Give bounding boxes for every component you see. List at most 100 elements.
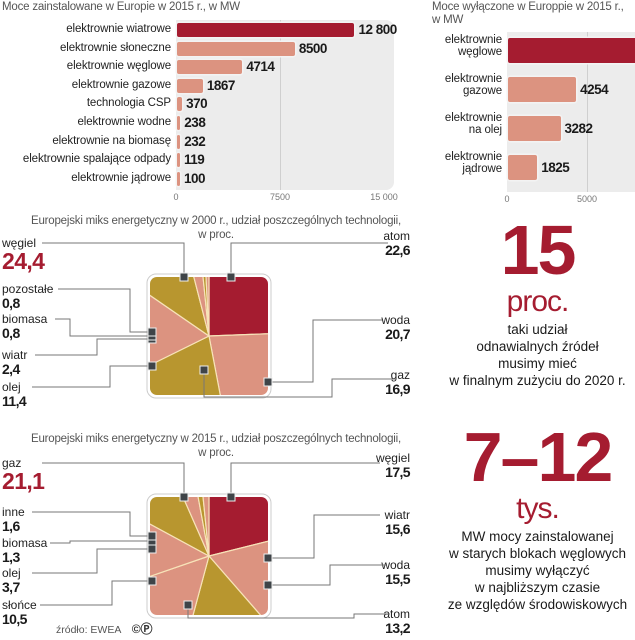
- pie-slice-olej: [150, 277, 210, 338]
- bar: [508, 155, 538, 180]
- slice-value: 1,6: [2, 518, 20, 534]
- fact-coal-shutdown: 7–12 tys. MW mocy zainstalowanej w stary…: [440, 422, 635, 613]
- slice-name: gaz: [2, 456, 21, 470]
- slice-value: 10,5: [2, 611, 28, 627]
- cc-p-icon: ©Ⓟ: [131, 622, 153, 636]
- slice-name: atom: [383, 607, 410, 621]
- leader-marker: [147, 361, 157, 371]
- bar: [177, 41, 295, 56]
- bar: [177, 171, 180, 186]
- decommissioned-capacity-bar-chart: 0500010 000elektrowniewęglowe8051elektro…: [400, 30, 635, 205]
- slice-value: 3,7: [2, 579, 20, 595]
- pie-slice-atom: [208, 330, 268, 395]
- x-tick-label: 5000: [576, 194, 598, 204]
- category-label: elektrownie węglowe: [66, 60, 171, 73]
- slice-value: 15,5: [385, 571, 411, 587]
- leader-marker: [226, 272, 236, 282]
- leader-line: [55, 318, 152, 337]
- pie-slice-woda: [150, 335, 232, 395]
- pie-slice-woda: [150, 555, 210, 615]
- slice-value: 17,5: [385, 464, 411, 480]
- slice-name: biomasa: [2, 312, 48, 326]
- pie2000-title-line2: w proc.: [198, 229, 234, 241]
- bar-value-label: 3282: [564, 120, 594, 136]
- fact1-line: odnawialnych źródeł: [476, 339, 599, 354]
- slice-value: 24,4: [2, 248, 45, 274]
- fact2-number: 7–12: [463, 418, 614, 496]
- fact1-number: 15: [500, 211, 577, 289]
- slice-name: biomasa: [2, 536, 48, 550]
- leader-marker: [147, 531, 157, 541]
- category-label: elektrownie na biomasę: [52, 134, 171, 147]
- pie2015-title-line2: w proc.: [198, 447, 234, 459]
- leader-marker: [179, 272, 189, 282]
- category-label-line: jądrowe: [462, 163, 502, 175]
- fact-renewables: 15 proc. taki udział odnawialnych źródeł…: [440, 215, 635, 389]
- slice-name: wiatr: [1, 348, 27, 362]
- slice-name: woda: [380, 313, 410, 327]
- x-tick-label: 7500: [269, 192, 291, 203]
- leader-line: [40, 580, 152, 606]
- pie-slice-inne: [196, 497, 210, 557]
- category-label-line: elektrownie: [444, 73, 502, 85]
- pie2015-title: Europejski miks energetyczny w 2015 r., …: [0, 432, 432, 460]
- bar: [177, 23, 355, 37]
- source-note: źródło: EWEA ©Ⓟ: [56, 620, 153, 637]
- category-label: elektrownie słoneczne: [59, 41, 171, 54]
- category-label-line: węglowe: [457, 46, 502, 58]
- bar-value-label: 232: [184, 133, 206, 149]
- bar-value-label: 1867: [206, 77, 236, 93]
- leader-marker: [147, 576, 157, 586]
- category-label-line: elektrownie: [444, 34, 502, 46]
- bar-value-label: 8500: [298, 40, 328, 56]
- pie-slices: [150, 277, 268, 395]
- x-tick-label: 0: [504, 194, 510, 204]
- category-label-line: elektrownie: [444, 112, 502, 124]
- category-label: elektrownie na olej: [445, 112, 502, 136]
- leader-marker: [147, 544, 157, 554]
- leader-marker: [263, 553, 273, 563]
- leader-line: [32, 511, 152, 537]
- x-tick-label: 0: [173, 192, 179, 203]
- fact2-text: MW mocy zainstalowanej w starych blokach…: [440, 528, 635, 613]
- pie-slice-gaz: [208, 497, 268, 557]
- leader-line: [50, 540, 152, 544]
- pie2000-title: Europejski miks energetyczny w 2000 r., …: [0, 214, 432, 242]
- pie-slice-słońce: [150, 497, 211, 558]
- fact2-unit: tys.: [516, 492, 560, 525]
- pie2015-title-line1: Europejski miks energetyczny w 2015 r., …: [30, 433, 401, 445]
- slice-name: wiatr: [384, 508, 410, 522]
- slice-value: 15,6: [385, 521, 411, 537]
- slice-name: gaz: [391, 368, 410, 382]
- category-label: technologia CSP: [86, 97, 171, 110]
- pie-slice-biomasa: [196, 277, 210, 337]
- fact1-text: taki udział odnawialnych źródeł musimy m…: [440, 321, 635, 389]
- slice-name: węgiel: [1, 236, 36, 250]
- leader-line: [268, 564, 386, 586]
- fact1-line: w finalnym zużyciu do 2020 r.: [449, 373, 626, 388]
- leader-line: [32, 365, 152, 388]
- bar: [177, 134, 181, 149]
- slice-value: 22,6: [385, 242, 411, 258]
- leader-marker: [226, 492, 236, 502]
- bar-value-label: 238: [184, 115, 206, 130]
- slice-name: atom: [383, 229, 410, 243]
- leader-line: [58, 288, 152, 333]
- slice-value: 16,9: [385, 381, 411, 397]
- bar: [177, 97, 183, 112]
- leader-line: [268, 514, 380, 559]
- leader-line: [203, 370, 396, 398]
- slice-value: 13,2: [385, 620, 411, 636]
- bar: [177, 60, 243, 75]
